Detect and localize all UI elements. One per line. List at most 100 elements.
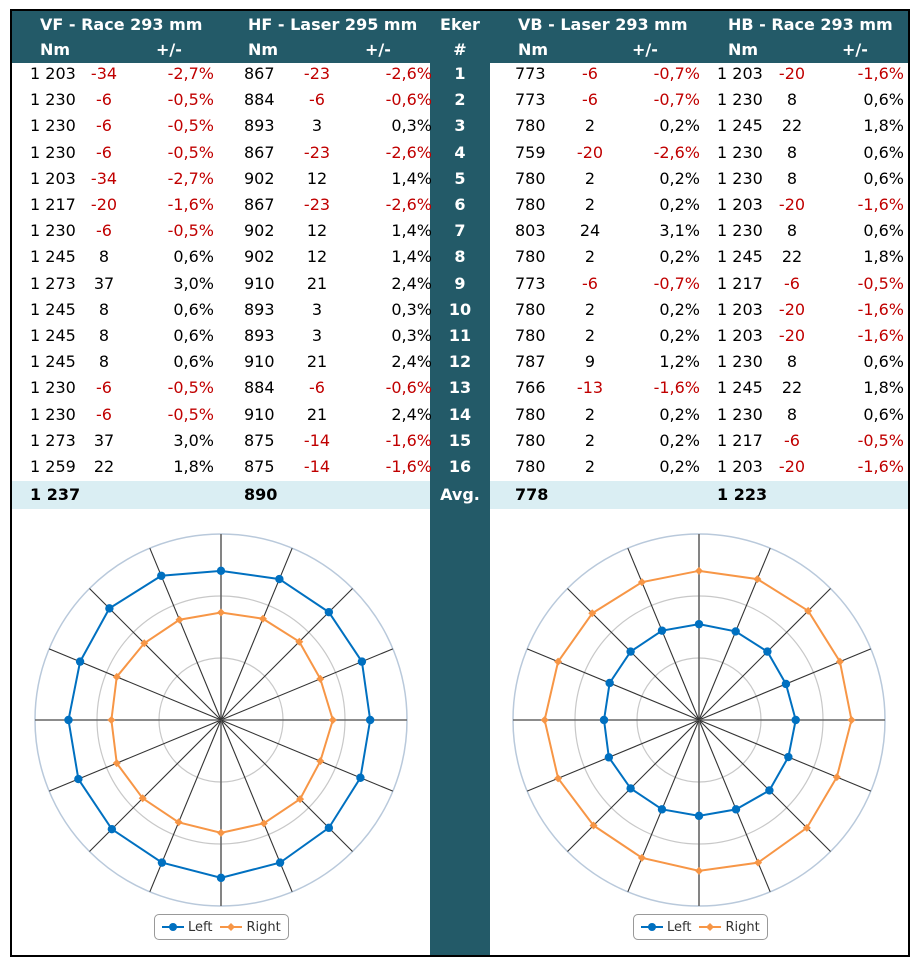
vb-diff-cell: 2 [584,195,596,214]
hf-pct-cell: 2,4% [391,404,432,424]
series-left-point [157,571,166,580]
series-right-point [588,609,597,618]
vf-nm-cell: 1 230 [30,116,76,136]
vf-pct-cell: 0,6% [173,299,214,319]
series-left-point [765,786,774,795]
hf-diff-cell: 21 [306,352,328,372]
vb-nm-cell: 780 [515,457,546,476]
legend-left: Left [162,920,212,935]
vb-pct-cell: 0,2% [659,430,700,450]
vb-diff-cell: 2 [584,247,596,267]
vf-diff-cell: -34 [90,64,118,83]
spoke-line [220,719,394,792]
hb-nm-cell: 1 230 [717,142,763,162]
hb-diff-cell: 22 [781,116,803,136]
series-left-point [357,657,367,666]
series-left-point [64,715,73,725]
vb-nm-cell: 787 [515,352,546,372]
vf-pct-cell: 0,6% [173,247,214,267]
series-right-point [258,614,267,623]
spoke-number: 8 [454,247,466,267]
vb-pct-cell: 0,2% [659,326,700,345]
hf-pct-cell: 0,3% [391,116,432,136]
vf-nm-cell: 1 245 [30,352,76,372]
hb-nm-cell: 1 245 [717,116,763,136]
series-left-point [216,873,226,883]
series-right-point [175,615,184,624]
hb-nm-cell: 1 217 [717,430,763,450]
vb-nm-header: Nm [518,40,549,59]
series-left-point [626,647,635,656]
eker-title: Eker [440,15,480,34]
vb-pct-cell: 1,2% [659,352,700,372]
hb-pct-cell: -1,6% [857,326,904,345]
hf-pm-header: +/- [365,40,391,59]
hb-nm-cell: 1 203 [717,195,763,214]
vb-diff-cell: 2 [584,116,596,136]
hb-nm-cell: 1 203 [717,64,763,83]
vb-pct-cell: -1,6% [653,378,700,398]
vb-diff-cell: -6 [582,90,598,110]
hf-nm-cell: 902 [244,168,275,188]
hf-pct-cell: 1,4% [391,247,432,267]
hb-nm-cell: 1 203 [717,457,763,476]
hf-diff-cell: 21 [306,404,328,424]
vf-diff-cell: 8 [98,326,110,345]
spoke-line [220,648,394,721]
hf-diff-cell: 3 [311,299,323,319]
legend-right-label: Right [246,919,281,935]
back-legend: Left Right [633,914,768,940]
vf-pct-cell: 1,8% [173,457,214,476]
series-right-point [804,606,813,615]
vb-nm-cell: 773 [515,90,546,110]
hf-diff-cell: -14 [303,430,331,450]
series-right-point [295,637,304,646]
vb-average: 778 [515,485,549,504]
hf-average: 890 [244,485,278,504]
series-left-point [784,752,793,762]
hf-diff-cell: 12 [306,247,328,267]
vb-nm-cell: 773 [515,273,546,293]
series-right-point [695,566,703,575]
front-radar-chart [34,533,408,907]
vf-pct-cell: -0,5% [167,142,214,162]
left-series-marker-icon [162,923,184,931]
vf-pct-cell: 3,0% [173,430,214,450]
series-left-point [791,715,800,725]
front-header [12,11,430,63]
hf-nm-cell: 893 [244,116,275,136]
hb-diff-cell: 8 [786,142,798,162]
series-right-point [138,794,147,803]
vf-pct-cell: 3,0% [173,273,214,293]
series-right-point [637,578,646,587]
hf-nm-cell: 902 [244,221,275,241]
torque-sheet: VF - Race 293 mm HF - Laser 295 mm Eker … [10,9,910,957]
series-right-point [637,853,646,862]
vb-pct-cell: 0,2% [659,299,700,319]
vb-pct-cell: 3,1% [659,221,700,241]
right-series-marker-icon [699,923,722,931]
hb-title: HB - Race 293 mm [728,15,893,34]
vb-diff-cell: -20 [576,142,604,162]
hb-diff-cell: 8 [786,352,798,372]
vf-diff-cell: 8 [98,247,110,267]
vf-pct-cell: -1,6% [167,195,214,214]
hf-nm-cell: 867 [244,195,275,214]
hf-diff-cell: -23 [303,64,331,83]
vf-pct-cell: -0,5% [167,404,214,424]
vb-nm-cell: 759 [515,142,546,162]
hb-pct-cell: -1,6% [857,195,904,214]
vf-diff-cell: 8 [98,352,110,372]
hb-nm-cell: 1 203 [717,299,763,319]
vb-pct-cell: -0,7% [653,64,700,83]
hf-pct-cell: -2,6% [385,142,432,162]
hb-diff-cell: 8 [786,90,798,110]
vf-pct-cell: -0,5% [167,221,214,241]
hf-nm-cell: 867 [244,142,275,162]
legend-right-label: Right [725,919,760,935]
hb-diff-cell: -20 [778,195,806,214]
series-left-point [599,715,609,725]
hf-nm-cell: 910 [244,273,275,293]
vb-diff-cell: 2 [584,326,596,345]
spoke-number: 5 [454,168,466,188]
